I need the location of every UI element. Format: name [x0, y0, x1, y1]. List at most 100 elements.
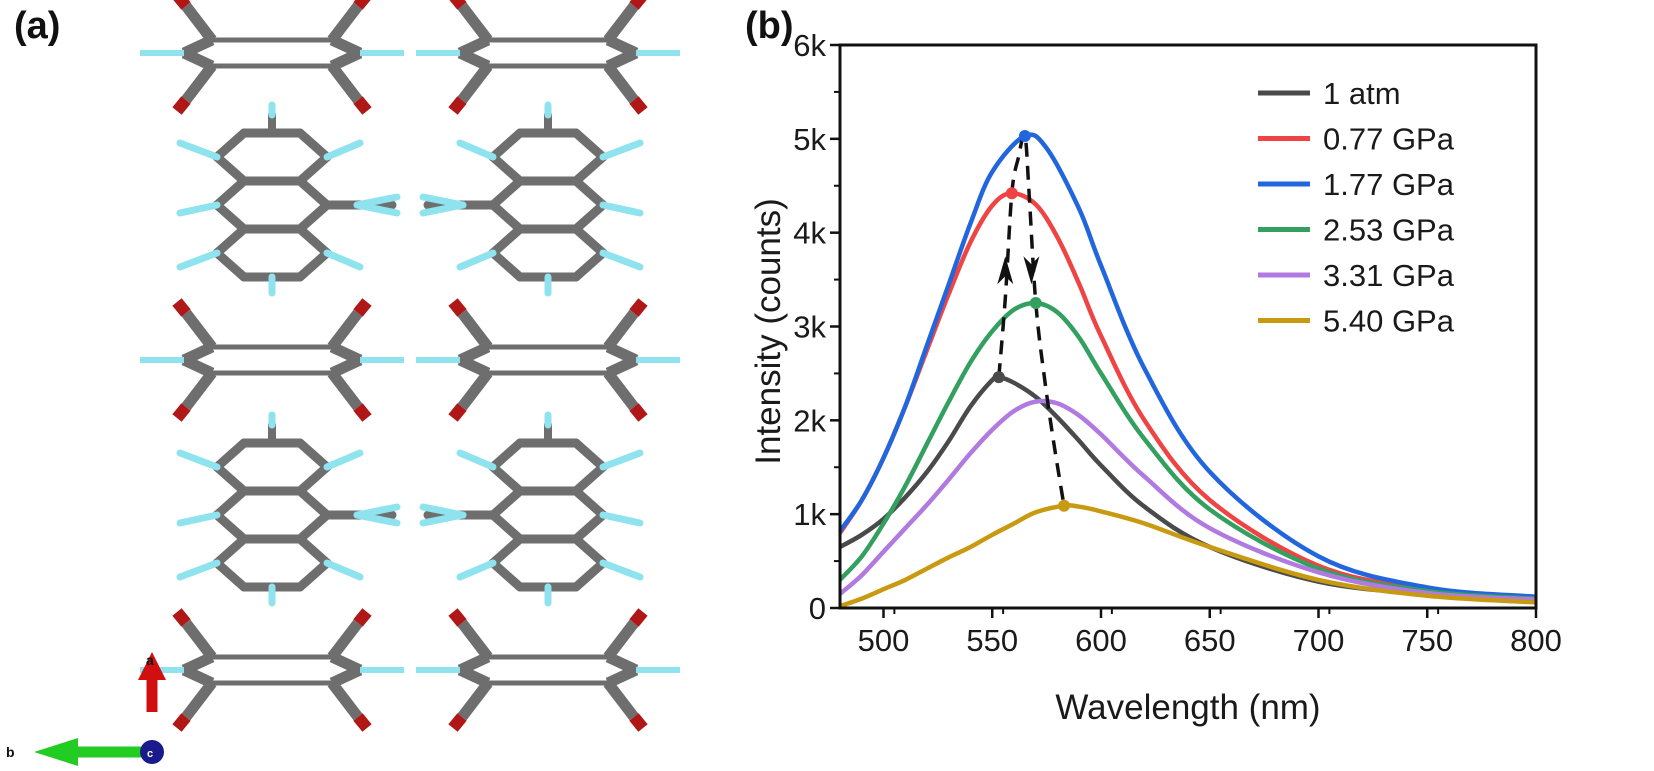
f-bond	[353, 503, 401, 519]
y-tick-label: 2k	[793, 403, 826, 438]
legend-label-5: 5.40 GPa	[1323, 304, 1455, 339]
x-tick-label: 750	[1401, 623, 1453, 658]
ring-bond	[488, 128, 525, 162]
br-atom	[448, 96, 467, 115]
ring-bond	[571, 438, 608, 472]
crystal-structure	[140, 0, 680, 732]
c-br-bond	[603, 369, 639, 411]
ring-bond	[295, 128, 332, 162]
legend-label-3: 2.53 GPa	[1323, 213, 1455, 248]
legend-label-2: 1.77 GPa	[1323, 167, 1455, 202]
br-atom	[172, 96, 191, 115]
ring-bond	[571, 534, 608, 568]
ring-bond	[295, 224, 332, 258]
axis-b-label: b	[6, 744, 15, 760]
c-br-bond	[603, 679, 639, 721]
f-bond	[176, 449, 221, 471]
y-tick-label: 0	[809, 591, 826, 626]
ring-bond	[571, 248, 608, 282]
br-atom	[173, 0, 191, 10]
f-bond	[353, 193, 401, 209]
f-bond	[323, 249, 364, 271]
shift-arrow-down	[1023, 256, 1040, 285]
c-br-bond	[327, 619, 363, 661]
br-atom	[353, 713, 372, 732]
ring-bond	[571, 558, 608, 592]
br-atom	[353, 608, 372, 627]
annotation-layer	[992, 130, 1071, 512]
peak-shift-dashed-line	[997, 133, 1066, 506]
br-atom	[353, 403, 372, 422]
ring-bond	[212, 200, 249, 234]
br-atom	[353, 298, 372, 317]
ring-bond	[295, 510, 332, 544]
series-line-2	[838, 132, 1537, 599]
axis-c-label: c	[147, 748, 153, 760]
ring-bond	[571, 152, 608, 186]
c-br-bond	[181, 62, 217, 104]
br-atom	[629, 403, 648, 422]
br-atom	[172, 608, 191, 627]
polyaromatic-molecule	[419, 101, 644, 297]
x-axis: 500 550 600 650 700 750 800	[858, 608, 1562, 658]
ring-bond	[571, 462, 608, 496]
f-bond	[599, 559, 644, 581]
f-bond	[323, 449, 364, 471]
f-bond	[599, 511, 644, 527]
axis-c-circle	[140, 740, 164, 764]
f-bond	[176, 511, 221, 527]
ring-bond	[212, 128, 249, 162]
f-bond	[176, 201, 221, 217]
ring-bond	[488, 224, 525, 258]
c-br-bond	[327, 2, 363, 44]
ring-bond	[212, 558, 249, 592]
br-atom	[629, 96, 648, 115]
br-atom	[448, 298, 467, 317]
c-br-bond	[181, 369, 217, 411]
shift-arrow-up	[997, 256, 1014, 285]
axis-a-label: a	[146, 652, 154, 668]
c-br-bond	[603, 2, 639, 44]
ring-bond	[212, 438, 249, 472]
polyaromatic-molecule	[176, 101, 401, 297]
c-br-bond	[457, 62, 493, 104]
ring-bond	[212, 486, 249, 520]
polyaromatic-molecule	[419, 411, 644, 607]
c-br-bond	[457, 619, 493, 661]
series-line-4	[838, 398, 1537, 602]
y-axis-title: Intensity (counts)	[749, 198, 788, 465]
ring-bond	[488, 462, 525, 496]
c-br-bond	[327, 62, 363, 104]
c-br-bond	[603, 62, 639, 104]
f-bond	[599, 449, 644, 471]
flat-molecule	[416, 0, 680, 115]
f-bond	[599, 249, 644, 271]
br-atom	[449, 0, 467, 10]
y-tick-label: 3k	[793, 310, 826, 345]
y-axis: 0 1k 2k 3k 4k 5k 6k	[793, 28, 840, 626]
panel-a-label: (a)	[14, 5, 60, 47]
ring-bond	[571, 224, 608, 258]
panel-b-label: (b)	[745, 5, 794, 47]
ring-bond	[488, 558, 525, 592]
x-tick-label: 500	[858, 623, 910, 658]
axis-a-arrow-head	[138, 652, 166, 680]
br-atom	[172, 298, 191, 317]
c-br-bond	[327, 369, 363, 411]
c-br-bond	[181, 2, 217, 44]
ring-bond	[488, 534, 525, 568]
ring-bond	[295, 486, 332, 520]
x-tick-label: 700	[1293, 623, 1345, 658]
br-atom	[353, 96, 372, 115]
br-atom	[629, 713, 648, 732]
br-atom	[629, 608, 648, 627]
polyaromatic-molecule	[176, 411, 401, 607]
x-axis-title: Wavelength (nm)	[1055, 688, 1320, 727]
ring-bond	[295, 152, 332, 186]
ring-bond	[212, 534, 249, 568]
ring-bond	[571, 128, 608, 162]
peak-marker-3	[1029, 297, 1042, 310]
c-br-bond	[457, 2, 493, 44]
ring-bond	[295, 176, 332, 210]
f-bond	[599, 201, 644, 217]
